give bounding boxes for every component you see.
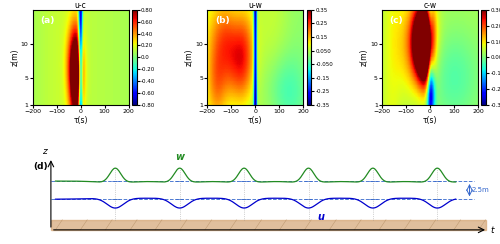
- Text: w: w: [175, 152, 184, 162]
- Y-axis label: z(m): z(m): [10, 49, 19, 66]
- X-axis label: τ(s): τ(s): [74, 116, 88, 125]
- Title: c-w: c-w: [424, 1, 436, 10]
- Y-axis label: z(m): z(m): [185, 49, 194, 66]
- Polygon shape: [51, 220, 486, 230]
- Title: u-w: u-w: [248, 1, 262, 10]
- X-axis label: τ(s): τ(s): [248, 116, 262, 125]
- Text: z: z: [42, 147, 46, 156]
- X-axis label: τ(s): τ(s): [423, 116, 438, 125]
- Text: (c): (c): [390, 16, 403, 25]
- Text: 2.5m: 2.5m: [472, 187, 490, 193]
- Title: u-c: u-c: [74, 1, 86, 10]
- Text: (b): (b): [215, 16, 230, 25]
- Y-axis label: z(m): z(m): [360, 49, 368, 66]
- Text: (d): (d): [34, 162, 48, 171]
- Text: (a): (a): [40, 16, 54, 25]
- Text: t: t: [490, 226, 494, 235]
- Text: u: u: [318, 212, 324, 222]
